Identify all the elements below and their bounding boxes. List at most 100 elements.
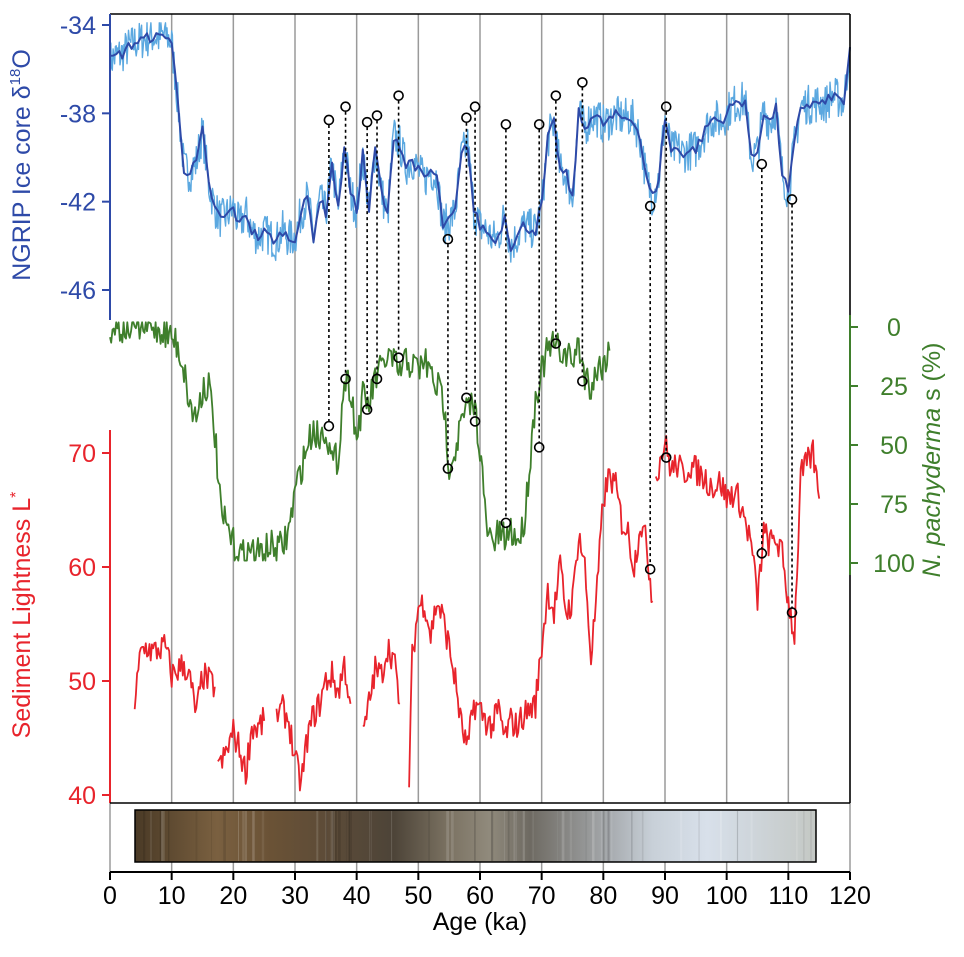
ngrip-y-tick-label-1: -34 bbox=[60, 12, 96, 40]
x-tick-label-70: 70 bbox=[528, 882, 556, 910]
core-texture-band-42 bbox=[719, 811, 721, 861]
npachyderma-y-tick-label-1: 0 bbox=[887, 314, 901, 342]
ngrip-tie-marker-12 bbox=[577, 77, 588, 88]
core-texture-band-6 bbox=[803, 811, 805, 861]
x-tick-label-40: 40 bbox=[343, 882, 371, 910]
core-texture-band-49 bbox=[252, 811, 255, 861]
core-texture-band-55 bbox=[641, 811, 644, 861]
core-texture-band-13 bbox=[332, 811, 335, 861]
core-texture-band-47 bbox=[474, 811, 476, 861]
core-texture-band-54 bbox=[348, 811, 350, 861]
npachyderma-tie-marker-11 bbox=[550, 338, 562, 349]
core-texture-band-3 bbox=[163, 811, 165, 861]
npachyderma-y-tick-label-4: 75 bbox=[880, 491, 908, 519]
lightness-tie-marker-4 bbox=[786, 607, 798, 618]
core-texture-band-46 bbox=[680, 811, 683, 861]
npachyderma-y-tick-label-5: 100 bbox=[873, 550, 915, 578]
npachyderma-tie-marker-3 bbox=[361, 404, 373, 415]
core-texture-band-4 bbox=[238, 811, 239, 861]
core-texture-band-19 bbox=[796, 811, 798, 861]
core-texture-band-39 bbox=[569, 811, 573, 861]
x-tick-label-100: 100 bbox=[706, 882, 748, 910]
lightness-y-tick-label-3: 60 bbox=[68, 554, 96, 582]
ngrip-tie-marker-10 bbox=[533, 119, 545, 130]
core-texture-band-1 bbox=[195, 811, 198, 861]
core-texture-band-5 bbox=[326, 811, 328, 861]
ngrip-tie-marker-2 bbox=[340, 101, 351, 113]
npachyderma-tie-marker-7 bbox=[461, 392, 472, 404]
core-texture-band-14 bbox=[515, 811, 517, 861]
core-texture-band-11 bbox=[346, 811, 347, 861]
ngrip-axis-title-sup: 18 bbox=[7, 69, 24, 86]
core-texture-band-18 bbox=[261, 811, 265, 861]
core-texture-band-24 bbox=[451, 811, 454, 861]
x-tick-label-120: 120 bbox=[829, 882, 871, 910]
grid-lines bbox=[109, 14, 851, 872]
core-texture-band-2 bbox=[698, 811, 700, 861]
x-tick-label-10: 10 bbox=[158, 882, 186, 910]
npachyderma-y-tick-label-3: 50 bbox=[880, 432, 908, 460]
core-texture-band-41 bbox=[332, 811, 334, 861]
lightness-segment-4 bbox=[362, 638, 401, 727]
lightness-axis-title-sup: * bbox=[8, 492, 25, 498]
lightness-segment-6 bbox=[654, 435, 821, 645]
core-texture-band-15 bbox=[244, 811, 247, 861]
ngrip-axis-title-main: NGRIP Ice core δ bbox=[8, 85, 36, 280]
core-texture-band-31 bbox=[610, 811, 613, 861]
core-texture-band-50 bbox=[557, 811, 558, 861]
ngrip-tie-marker-6 bbox=[442, 233, 454, 245]
tie-point-markers bbox=[323, 77, 798, 618]
core-texture-band-45 bbox=[720, 811, 722, 861]
core-texture-band-10 bbox=[631, 811, 633, 861]
core-texture-band-32 bbox=[159, 811, 162, 861]
ngrip-y-tick-label-3: -42 bbox=[60, 189, 96, 217]
core-texture-band-7 bbox=[601, 811, 603, 861]
npachyderma-y-tick-label-2: 25 bbox=[880, 373, 908, 401]
ngrip-tie-marker-3 bbox=[361, 116, 373, 128]
core-texture-band-57 bbox=[607, 811, 610, 861]
ngrip-tie-marker-4 bbox=[371, 110, 383, 121]
core-texture-band-20 bbox=[211, 811, 212, 861]
npachyderma-axis-title-italic: N. pachyderma bbox=[918, 408, 946, 578]
core-texture-band-9 bbox=[532, 811, 534, 861]
core-texture-band-52 bbox=[750, 811, 753, 861]
core-texture-band-29 bbox=[513, 811, 516, 861]
lightness-tie-marker-1 bbox=[644, 563, 656, 575]
lightness-segment-1 bbox=[133, 634, 216, 714]
npachyderma-series bbox=[109, 321, 611, 562]
core-texture-band-60 bbox=[349, 811, 352, 861]
npachyderma-tie-marker-2 bbox=[340, 373, 351, 385]
core-texture-band-12 bbox=[325, 811, 327, 861]
core-texture-band-21 bbox=[168, 811, 170, 861]
x-axis-title: Age (ka) bbox=[433, 908, 527, 936]
npachyderma-tie-marker-6 bbox=[442, 463, 454, 474]
core-photo-strip bbox=[134, 809, 817, 863]
lightness-series bbox=[133, 435, 821, 792]
x-tick-label-0: 0 bbox=[103, 882, 117, 910]
npachyderma-tie-marker-10 bbox=[533, 442, 545, 453]
ngrip-tie-marker-1 bbox=[323, 114, 335, 126]
npachyderma-line bbox=[109, 321, 611, 562]
axes: -34 -38 -42 -46 0 25 50 75 100 40 50 60 70 0 10 20 30 40 5… bbox=[60, 12, 915, 910]
core-texture-band-22 bbox=[522, 811, 525, 861]
ngrip-tie-marker-11 bbox=[550, 90, 562, 101]
core-texture-band-38 bbox=[337, 811, 341, 861]
lightness-y-tick-label-2: 50 bbox=[68, 668, 96, 696]
core-texture-band-48 bbox=[446, 811, 449, 861]
core-texture-band-40 bbox=[316, 811, 319, 861]
ngrip-y-tick-label-2: -38 bbox=[60, 100, 96, 128]
lightness-segment-5 bbox=[408, 468, 654, 788]
ngrip-tie-marker-16 bbox=[786, 194, 798, 205]
ngrip-y-tick-label-4: -46 bbox=[60, 277, 96, 305]
ngrip-axis-title-tail: O bbox=[8, 49, 36, 68]
core-photo-texture bbox=[143, 811, 812, 861]
core-texture-band-43 bbox=[391, 811, 393, 861]
core-texture-band-56 bbox=[503, 811, 505, 861]
ngrip-smoothed-line bbox=[109, 32, 851, 252]
ngrip-axis-title: NGRIP Ice core δ18O bbox=[7, 49, 36, 281]
ngrip-raw-series bbox=[109, 22, 851, 263]
lightness-axis-title-main: Sediment Lightness L bbox=[8, 498, 36, 739]
core-texture-band-37 bbox=[334, 811, 337, 861]
ngrip-raw-line bbox=[109, 22, 851, 263]
